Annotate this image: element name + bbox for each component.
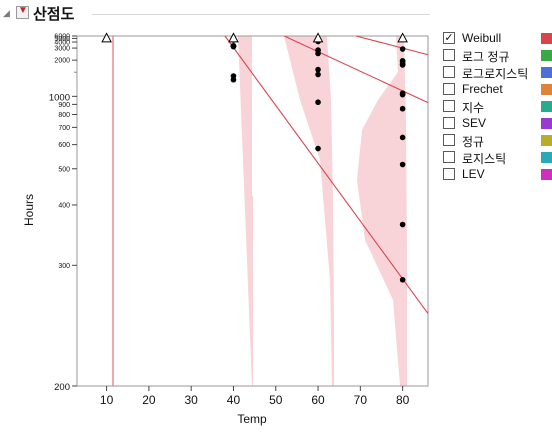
data-point	[315, 145, 321, 152]
data-point	[230, 73, 237, 79]
legend-label: 로지스틱	[462, 152, 507, 166]
legend-swatch	[541, 33, 552, 44]
legend-item[interactable]: Frechet	[442, 81, 552, 98]
legend-checkbox[interactable]	[443, 49, 455, 61]
confidence-bands	[112, 36, 407, 386]
data-point	[399, 90, 406, 97]
legend-item[interactable]: 로지스틱	[442, 149, 552, 166]
y-tick-label: 300	[58, 263, 70, 270]
legend-swatch	[541, 169, 552, 180]
y-tick-label: 4000	[54, 40, 70, 47]
data-point	[315, 99, 321, 106]
x-axis-label: Temp	[237, 412, 267, 426]
data-point	[315, 66, 321, 73]
title-divider	[92, 14, 430, 15]
y-tick-label: 800	[58, 112, 70, 119]
data-point	[315, 47, 321, 53]
outline-header: ◢ ▼ 산점도	[0, 0, 552, 28]
fit-line	[355, 35, 429, 56]
confidence-band-80	[357, 36, 407, 386]
legend-label: SEV	[462, 116, 487, 130]
legend-swatch	[541, 101, 552, 112]
y-tick-label: 1000	[49, 92, 70, 103]
data-point	[399, 161, 406, 168]
axes: 10 20 30 40 50 60 70 80 200 300 400 500 600 700 800 900…	[49, 34, 429, 407]
legend-swatch	[541, 50, 552, 61]
legend-swatch	[541, 67, 552, 78]
y-tick-label: 200	[54, 382, 70, 393]
plot-frame	[76, 35, 429, 387]
x-tick-label: 40	[227, 393, 241, 407]
red-triangle-menu-button[interactable]: ▼	[16, 5, 29, 19]
y-tick-label: 600	[58, 142, 70, 149]
legend-item[interactable]: 지수	[442, 98, 552, 115]
fit-line	[224, 35, 429, 314]
y-tick-label: 900	[58, 102, 70, 109]
legend-item[interactable]: LEV	[442, 166, 552, 183]
censored-markers	[101, 32, 408, 43]
censored-marker	[397, 32, 408, 43]
y-tick-label: 5000	[54, 36, 70, 43]
censored-marker	[101, 32, 112, 43]
legend-checkbox[interactable]	[443, 134, 455, 146]
page-title: 산점도	[33, 6, 75, 23]
legend-label: 로그 정규	[462, 50, 510, 64]
legend-checkbox[interactable]: ✓	[443, 32, 455, 44]
x-tick-label: 30	[185, 393, 199, 407]
data-point	[399, 221, 406, 228]
y-tick-label: 2000	[54, 58, 70, 65]
legend-item[interactable]: 로그로지스틱	[442, 64, 552, 81]
y-axis-label: Hours	[22, 194, 36, 226]
legend-label: 지수	[462, 101, 485, 115]
data-point	[399, 134, 406, 141]
data-point	[399, 277, 406, 283]
legend-checkbox[interactable]	[443, 83, 455, 95]
axis-labels: Temp Hours	[22, 194, 267, 426]
legend-checkbox[interactable]	[443, 100, 455, 112]
y-tick-label: 400	[58, 202, 70, 209]
x-tick-label: 80	[396, 393, 410, 407]
legend-label: LEV	[462, 167, 485, 181]
legend-label: Frechet	[462, 82, 503, 96]
legend-swatch	[541, 135, 552, 146]
censored-marker	[312, 32, 324, 43]
legend-checkbox[interactable]	[443, 168, 455, 180]
legend-item[interactable]: 정규	[442, 132, 552, 149]
legend-swatch	[541, 152, 552, 163]
data-point	[399, 105, 406, 112]
y-tick-label: 500	[58, 166, 70, 173]
collapse-triangle-icon[interactable]: ◢	[3, 8, 10, 18]
data-point	[315, 71, 321, 78]
legend-label: Weibull	[462, 31, 502, 45]
confidence-band-60	[284, 36, 334, 386]
x-tick-label: 20	[142, 393, 156, 407]
censored-marker	[228, 32, 239, 43]
legend-checkbox[interactable]	[443, 66, 455, 78]
legend-checkbox[interactable]	[443, 117, 455, 129]
legend-item[interactable]: 로그 정규	[442, 47, 552, 64]
legend-item[interactable]: SEV	[442, 115, 552, 132]
legend-label: 로그로지스틱	[462, 67, 529, 81]
data-point	[399, 58, 406, 64]
x-tick-label: 70	[354, 393, 368, 407]
red-triangle-icon: ▼	[18, 5, 28, 16]
y-tick-label: 3000	[54, 46, 70, 53]
legend-swatch	[541, 84, 552, 95]
data-point	[230, 42, 237, 49]
x-tick-label: 50	[269, 393, 283, 407]
legend-checkbox[interactable]	[443, 151, 455, 163]
y-tick-label: 700	[58, 125, 70, 132]
confidence-band-40	[238, 36, 253, 386]
x-tick-label: 60	[311, 393, 325, 407]
legend-label: 정규	[462, 135, 485, 149]
x-tick-label: 10	[100, 393, 114, 407]
data-point	[399, 46, 406, 52]
legend-item[interactable]: ✓ Weibull	[442, 30, 552, 47]
y-tick-label: 6000	[54, 34, 70, 41]
legend-swatch	[541, 118, 552, 129]
